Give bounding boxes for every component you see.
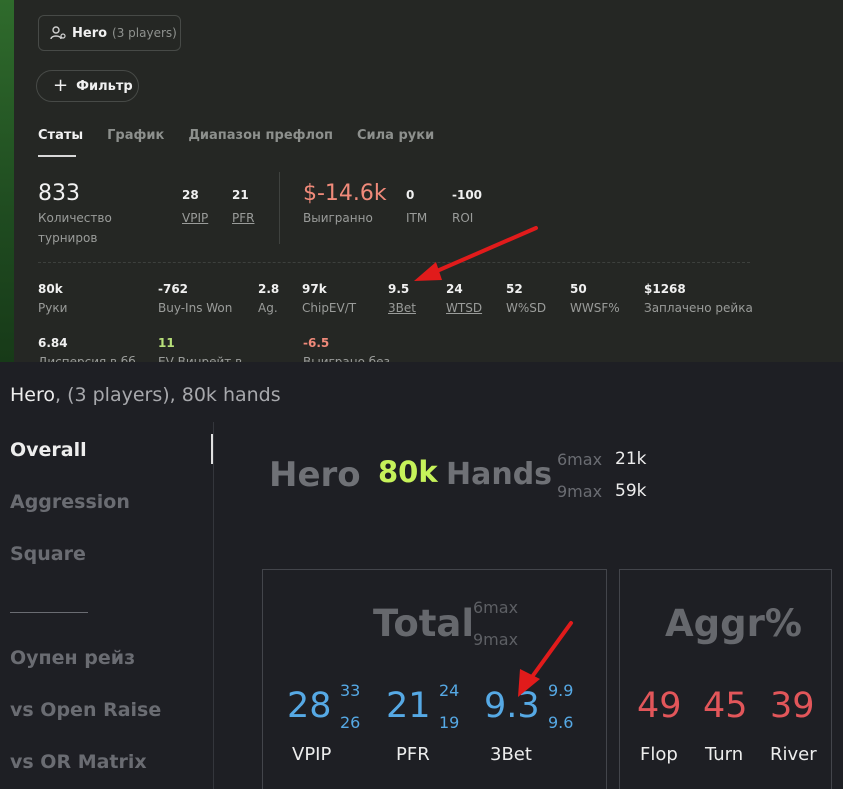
summary-divider <box>279 172 280 244</box>
player-name: Hero <box>72 25 108 41</box>
tournaments-label-1: Количество <box>38 211 112 225</box>
filter-label: Фильтр <box>76 78 133 94</box>
stat-label: Дисперсия в бб <box>38 355 136 362</box>
pfr-9max: 19 <box>439 713 460 732</box>
itm-value: 0 <box>406 188 415 202</box>
sidebar-item-square[interactable]: Square <box>10 543 86 565</box>
9max-label: 9max <box>557 482 603 501</box>
flop-label: Flop <box>640 744 678 765</box>
pfr-link[interactable]: PFR <box>232 211 255 225</box>
stats-card <box>14 0 843 362</box>
total-6max-label: 6max <box>473 598 519 617</box>
river-label: River <box>770 744 817 765</box>
pfr-value: 21 <box>232 188 249 202</box>
player-heading: Hero <box>269 455 361 495</box>
stat-value: 80k <box>38 282 63 296</box>
total-title: Total <box>373 602 475 645</box>
total-stats-box <box>262 569 607 789</box>
stat-value: $1268 <box>644 282 686 296</box>
roi-label: ROI <box>452 211 474 225</box>
vpip-label: VPIP <box>292 744 332 765</box>
pfr-total: 21 <box>386 686 431 726</box>
stat-link-3bet[interactable]: 3Bet <box>388 301 416 315</box>
player-count: (3 players) <box>112 26 177 40</box>
player-selector-chip[interactable]: Hero (3 players) <box>38 15 181 51</box>
stat-label: W%SD <box>506 301 547 315</box>
active-tab-underline <box>38 155 76 157</box>
stat-value: 52 <box>506 282 523 296</box>
aggression-stats-box <box>619 569 832 789</box>
stat-label: WWSF% <box>570 301 620 315</box>
9max-hands: 59k <box>615 481 647 501</box>
river-aggr-value: 39 <box>770 686 815 726</box>
aggression-title: Aggr% <box>665 602 802 645</box>
stat-label: Выиграно без <box>303 355 390 362</box>
stat-link-wtsd[interactable]: WTSD <box>446 301 483 315</box>
6max-hands: 21k <box>615 449 647 469</box>
plus-icon: + <box>53 75 69 96</box>
pfr-label: PFR <box>396 744 430 765</box>
total-9max-label: 9max <box>473 630 519 649</box>
roi-value: -100 <box>452 188 483 202</box>
title-player: Hero <box>10 384 55 406</box>
stat-value: 2.8 <box>258 282 280 296</box>
dashed-divider <box>38 262 750 263</box>
stat-label: Buy-Ins Won <box>158 301 233 315</box>
turn-aggr-value: 45 <box>703 686 748 726</box>
tab-hand-strength[interactable]: Сила руки <box>357 128 435 143</box>
3bet-label: 3Bet <box>490 744 532 765</box>
tab-graph[interactable]: График <box>107 128 165 143</box>
sidebar-active-indicator <box>211 434 213 464</box>
sidebar-item-vs-open-raise[interactable]: vs Open Raise <box>10 699 162 721</box>
sidebar-item-aggression[interactable]: Aggression <box>10 491 130 513</box>
tournaments-label-2: турниров <box>38 231 98 245</box>
tournaments-value: 833 <box>38 181 80 206</box>
filter-button[interactable]: + Фильтр <box>36 70 139 102</box>
hands-word: Hands <box>446 457 553 492</box>
stat-value: -6.5 <box>303 336 330 350</box>
sidebar-item-overall[interactable]: Overall <box>10 439 87 461</box>
flop-aggr-value: 49 <box>637 686 682 726</box>
stats-tabs: Статы График Диапазон префлоп Сила руки <box>38 128 434 143</box>
itm-label: ITM <box>406 211 428 225</box>
6max-label: 6max <box>557 450 603 469</box>
background-edge <box>0 0 14 362</box>
stat-value: 50 <box>570 282 587 296</box>
sidebar-item-vs-or-matrix[interactable]: vs OR Matrix <box>10 751 147 773</box>
stat-label: ChipEV/T <box>302 301 357 315</box>
stat-value: 97k <box>302 282 327 296</box>
vpip-6max: 33 <box>340 681 361 700</box>
top-stats-panel: Hero (3 players) + Фильтр Статы График Д… <box>0 0 843 362</box>
vpip-value: 28 <box>182 188 199 202</box>
stat-label: Заплачено рейка <box>644 301 753 315</box>
page-title: Hero, (3 players), 80k hands <box>10 384 281 406</box>
stat-label: Ag. <box>258 301 278 315</box>
hands-count: 80k <box>378 455 438 489</box>
stat-value-3bet: 9.5 <box>388 282 410 296</box>
stat-label: EV Винрейт в <box>158 355 243 362</box>
tab-stats[interactable]: Статы <box>38 128 84 143</box>
stat-label: Руки <box>38 301 68 315</box>
sidebar-divider <box>213 422 214 789</box>
vpip-9max: 26 <box>340 713 361 732</box>
tab-preflop-range[interactable]: Диапазон префлоп <box>188 128 333 143</box>
stat-value: 6.84 <box>38 336 68 350</box>
sidebar-item-open-raise[interactable]: Оупен рейз <box>10 647 136 669</box>
pfr-6max: 24 <box>439 681 460 700</box>
title-details: , (3 players), 80k hands <box>55 384 281 406</box>
3bet-9max: 9.6 <box>548 713 574 732</box>
winnings-value: $-14.6k <box>303 181 387 206</box>
vpip-link[interactable]: VPIP <box>182 211 209 225</box>
sidebar-separator <box>10 612 88 613</box>
stat-value: 24 <box>446 282 463 296</box>
3bet-total: 9.3 <box>484 686 540 726</box>
winnings-label: Выигранно <box>303 211 373 225</box>
vpip-total: 28 <box>287 686 332 726</box>
bottom-stats-panel: Hero, (3 players), 80k hands Overall Agg… <box>0 362 843 789</box>
3bet-6max: 9.9 <box>548 681 574 700</box>
stat-value: 11 <box>158 336 175 350</box>
stat-value: -762 <box>158 282 189 296</box>
user-settings-icon <box>50 26 66 40</box>
turn-label: Turn <box>705 744 744 765</box>
